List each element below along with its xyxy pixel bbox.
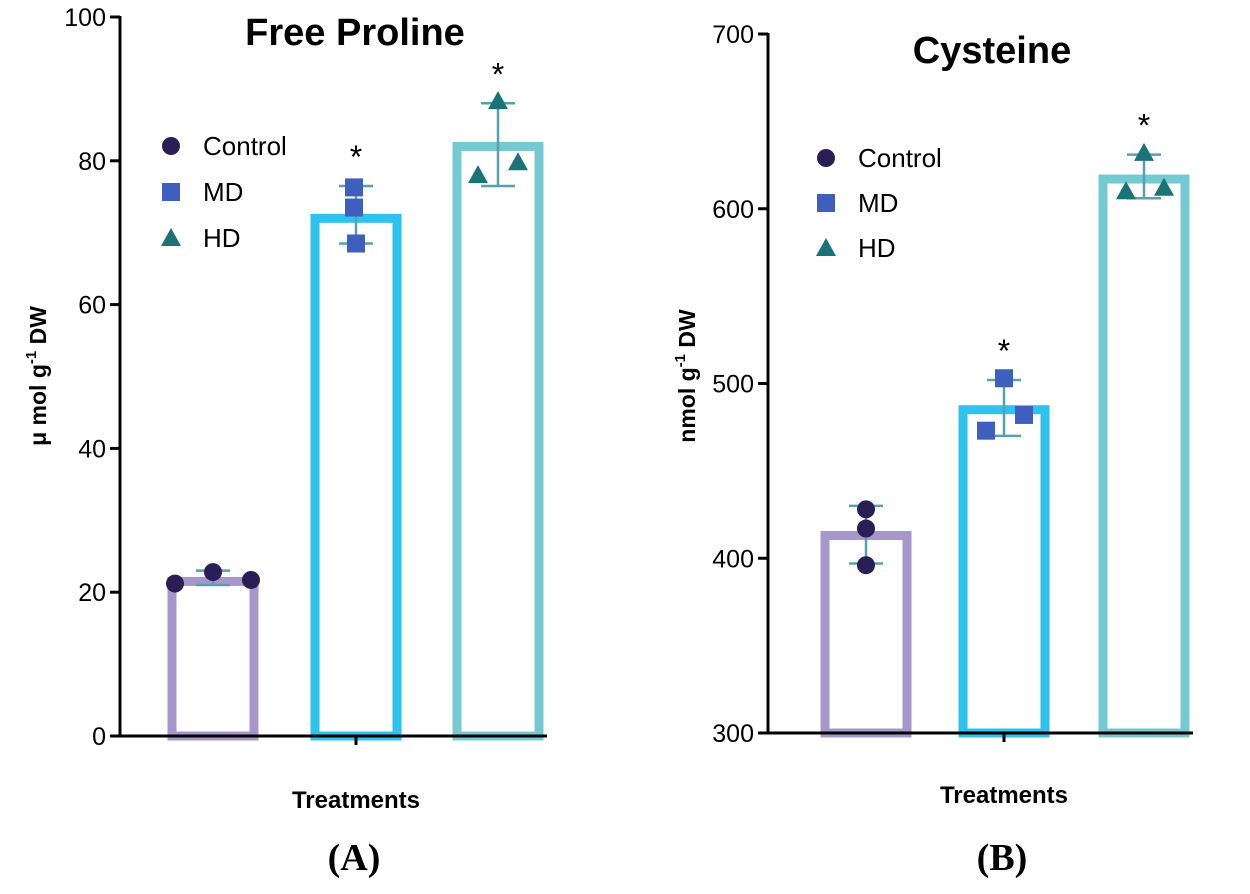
data-point-md <box>347 234 365 253</box>
y-tick-label: 20 <box>78 579 106 607</box>
legend: Control MD HD <box>161 131 287 253</box>
legend-label-md: MD <box>858 188 898 218</box>
legend-marker-md <box>162 183 180 201</box>
y-axis-label-main: nmol g <box>674 367 700 442</box>
data-point-hd <box>468 165 488 184</box>
legend-label-hd: HD <box>203 223 241 253</box>
data-point-hd <box>508 152 528 171</box>
bar-hd <box>1098 174 1190 738</box>
significance-star: * <box>998 333 1010 369</box>
y-axis-label-superscript: -1 <box>672 354 689 367</box>
panel-label: (A) <box>328 837 381 879</box>
y-tick-label: 400 <box>712 545 754 573</box>
chart-title: Free Proline <box>245 12 465 54</box>
y-axis-label: μ mol g-1 DW <box>23 306 51 446</box>
legend-label-control: Control <box>203 131 287 161</box>
significance-star: * <box>1138 108 1150 144</box>
y-tick-label: 60 <box>78 292 106 320</box>
data-point-control <box>857 500 875 519</box>
data-point-md <box>995 369 1013 388</box>
legend-marker-control <box>817 149 835 167</box>
data-point-hd <box>1134 142 1154 161</box>
data-point-control <box>857 556 875 575</box>
legend-marker-control <box>162 137 180 155</box>
y-axis-label-main: μ mol g <box>25 364 51 446</box>
legend-label-md: MD <box>203 177 243 207</box>
y-axis-label: nmol g-1 DW <box>672 309 700 443</box>
y-tick-label: 80 <box>78 148 106 176</box>
legend-label-hd: HD <box>858 233 896 263</box>
y-tick-label: 100 <box>64 4 106 32</box>
y-axis-label-superscript: -1 <box>23 351 40 364</box>
data-point-md <box>345 198 363 217</box>
y-tick-label: 700 <box>712 21 754 49</box>
data-point-md <box>345 178 363 197</box>
y-tick-label: 300 <box>712 720 754 748</box>
bar-md <box>958 405 1050 738</box>
x-axis-label: Treatments <box>292 787 420 814</box>
panel-label: (B) <box>977 837 1028 879</box>
data-point-hd <box>1154 177 1174 196</box>
data-point-hd <box>1116 181 1136 200</box>
legend-marker-hd <box>161 228 181 246</box>
data-point-control <box>857 519 875 538</box>
chart-panel-a: * * 0 20 40 60 80 100 Free Proline μ mol g-1 DW Tr… <box>23 4 547 879</box>
significance-star: * <box>350 139 362 175</box>
y-axis-label-unit: DW <box>674 309 700 354</box>
data-point-control <box>204 563 222 582</box>
bar-hd <box>452 141 544 741</box>
chart-panel-b: * * 300 400 500 600 700 Cysteine nmol g-1 DW Trea… <box>672 21 1193 879</box>
data-point-hd <box>488 91 508 110</box>
data-point-md <box>1015 405 1033 424</box>
y-tick-label: 600 <box>712 196 754 224</box>
x-axis-label: Treatments <box>940 782 1068 809</box>
y-tick-label: 500 <box>712 371 754 399</box>
legend-marker-md <box>817 194 835 212</box>
bar-control <box>167 576 259 741</box>
y-tick-label: 40 <box>78 435 106 463</box>
y-tick-label: 0 <box>92 723 106 751</box>
significance-star: * <box>492 56 504 92</box>
data-point-md <box>977 421 995 440</box>
data-point-control <box>166 574 184 593</box>
data-point-control <box>242 570 260 589</box>
chart-title: Cysteine <box>913 30 1071 72</box>
legend-label-control: Control <box>858 143 942 173</box>
bar-md <box>310 213 402 741</box>
y-axis-label-unit: DW <box>25 306 51 351</box>
legend-marker-hd <box>816 238 836 256</box>
legend: Control MD HD <box>816 143 942 263</box>
